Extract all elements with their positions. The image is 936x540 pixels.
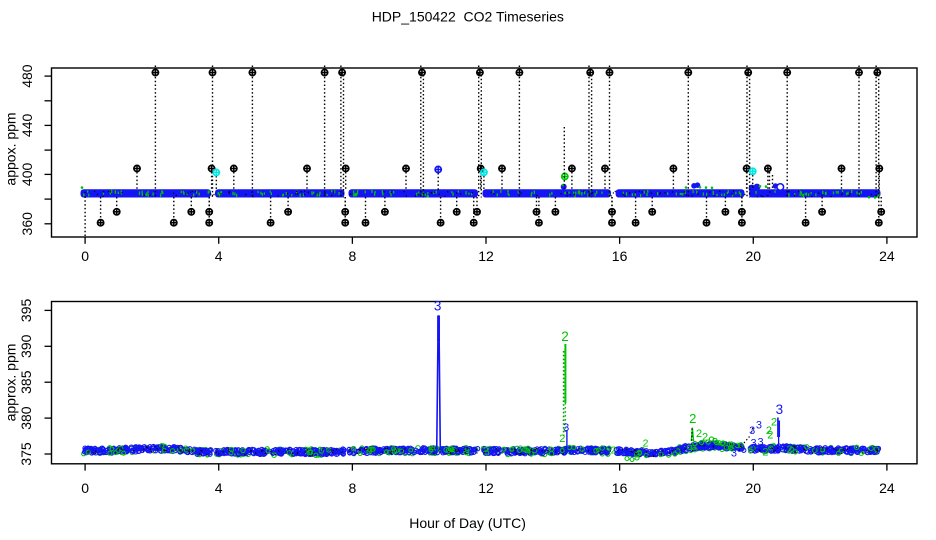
svg-text:16: 16 [612, 248, 628, 264]
svg-text:2: 2 [786, 444, 792, 456]
svg-text:8: 8 [349, 248, 357, 264]
svg-text:4: 4 [215, 480, 223, 496]
svg-text:appox. ppm: appox. ppm [3, 112, 19, 185]
svg-text:400: 400 [19, 163, 35, 187]
svg-text:24: 24 [879, 480, 895, 496]
svg-text:3: 3 [756, 420, 762, 432]
svg-text:2: 2 [702, 431, 708, 443]
svg-text:2: 2 [611, 445, 617, 457]
svg-text:2: 2 [766, 425, 772, 437]
svg-text:2: 2 [559, 433, 565, 445]
svg-text:2: 2 [762, 446, 768, 458]
svg-text:480: 480 [19, 64, 35, 88]
svg-text:390: 390 [18, 334, 34, 358]
svg-text:8: 8 [349, 480, 357, 496]
svg-text:0: 0 [81, 480, 89, 496]
svg-text:24: 24 [879, 248, 895, 264]
svg-text:20: 20 [746, 480, 762, 496]
svg-text:approx. ppm: approx. ppm [3, 344, 19, 422]
svg-text:3: 3 [757, 437, 763, 449]
svg-text:360: 360 [19, 212, 35, 236]
svg-text:380: 380 [18, 406, 34, 430]
svg-text:20: 20 [746, 248, 762, 264]
svg-text:3: 3 [731, 448, 737, 460]
svg-text:385: 385 [18, 370, 34, 394]
svg-text:375: 375 [18, 442, 34, 466]
svg-text:4: 4 [215, 248, 223, 264]
svg-text:16: 16 [612, 480, 628, 496]
svg-text:3: 3 [563, 422, 569, 434]
svg-text:2: 2 [428, 447, 434, 459]
svg-text:3: 3 [615, 446, 621, 458]
svg-text:0: 0 [81, 248, 89, 264]
svg-text:2: 2 [771, 417, 777, 429]
svg-text:HDP_150422 CO2 Timeseries: HDP_150422 CO2 Timeseries [372, 8, 564, 24]
svg-text:2: 2 [561, 329, 569, 344]
svg-text:3: 3 [776, 402, 784, 417]
svg-text:2: 2 [643, 438, 649, 450]
svg-text:12: 12 [478, 248, 494, 264]
svg-text:395: 395 [18, 299, 34, 323]
svg-text:Hour of Day (UTC): Hour of Day (UTC) [409, 515, 526, 531]
svg-text:2: 2 [689, 411, 696, 426]
svg-text:12: 12 [478, 480, 494, 496]
svg-text:2: 2 [767, 430, 773, 442]
svg-text:440: 440 [19, 114, 35, 138]
svg-text:3: 3 [434, 298, 442, 313]
svg-text:2: 2 [696, 428, 702, 440]
svg-text:3: 3 [749, 425, 755, 437]
svg-text:3: 3 [751, 437, 757, 449]
